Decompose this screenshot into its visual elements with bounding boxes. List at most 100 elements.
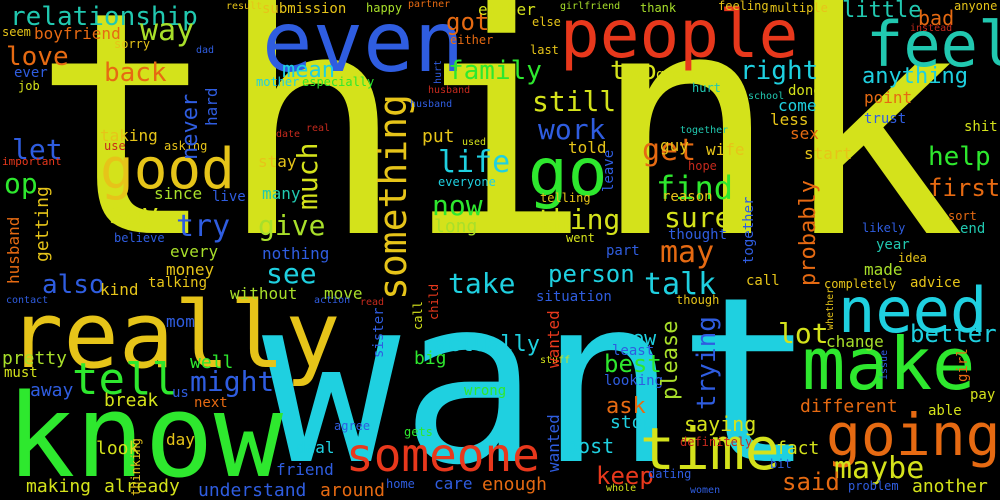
word-went: went [566,231,595,245]
word-kind: kind [100,280,139,299]
word-tell: tell [72,354,178,405]
word-enough: enough [482,474,548,495]
word-point: point [864,88,913,107]
word-someone: someone [346,428,540,482]
word-sort: sort [948,209,977,223]
word-best: best [604,350,662,378]
word-happy: happy [366,1,403,15]
word-next: next [194,395,228,411]
word-work: work [538,113,606,146]
word-nothing: nothing [262,244,330,263]
word-boyfriend: boyfriend [34,24,121,43]
word-anything: anything [862,64,968,89]
word-guy: guy [660,136,689,155]
word-since: since [154,184,203,203]
word-call: call [746,273,780,289]
word-thought: thought [668,227,728,243]
word-saying: saying [684,412,757,436]
word-time: time [640,415,780,483]
word-place: husband [410,99,453,110]
word-husband: husband [4,216,23,284]
word-now: now [432,189,483,222]
word-reason: reason [662,189,713,205]
word-something: something [371,94,415,300]
word-wife: wife [706,140,745,159]
word-last: last [530,43,559,57]
word-got: got [446,8,490,36]
word-partner: partner [408,0,451,10]
word-idea: idea [898,251,927,265]
word-hurt: hurt [692,81,721,95]
word-mother: mother [256,75,300,89]
word-feeling: feeling [718,0,769,13]
word-sure: sure [664,201,732,234]
word-less: less [770,110,809,129]
word-believe: believe [114,231,165,245]
word-still: still [532,85,617,118]
word-little: little [842,0,922,23]
word-dating: dating [648,467,692,481]
word-might: might [190,365,275,398]
word-right: right [740,56,819,86]
word-good: good [100,137,235,202]
word-able: able [928,403,962,419]
word-want: want [262,249,816,500]
word-bit: bit [770,457,792,471]
word-sex: sex [790,124,819,143]
word-post: post [566,434,615,458]
word-looking: looking [604,373,664,389]
word-start: start [804,144,853,163]
word-love: love [6,42,69,72]
word-gets: gets [404,425,433,439]
word-fuck: husband [428,85,471,96]
word-likely: likely [862,221,906,235]
word-shit: shit [964,119,998,135]
word-trying: trying [692,316,722,410]
word-every: every [170,242,219,261]
word-another: another [912,476,988,497]
word-try: try [176,209,231,244]
word-submission: submission [262,1,347,17]
word-girl: girl [955,348,971,382]
word-think: think [32,0,966,307]
word-long: long [434,216,478,237]
word-really: really [8,282,341,389]
word-definitely: definitely [680,435,753,449]
word-person: person [548,260,635,288]
word-family: family [448,56,542,86]
word-whole: whole [606,483,637,494]
word-multiple: multiple [770,1,828,15]
word-life: life [438,145,511,180]
word-get: get [642,133,697,168]
word-stuff: stuff [540,355,571,366]
word-back: back [104,58,167,88]
word-together: together [741,196,757,264]
word-many: many [262,184,301,203]
word-let: let [12,133,63,166]
word-everyone: everyone [438,175,496,189]
word-probably: probably [796,180,821,286]
word-live: live [212,189,246,205]
word-first: first [928,174,1000,202]
word-relationship: relationship [10,2,198,32]
word-year: year [876,237,910,253]
word-please: please [658,320,683,400]
word-hope: hope [688,159,717,173]
word-else: else [532,15,561,29]
word-must: must [4,365,38,381]
word-result: result [226,1,263,12]
word-action: action [314,295,351,306]
word-support: together [680,125,729,136]
word-sorry: sorry [114,37,151,51]
word-keep: keep [596,462,654,490]
word-real: real [306,123,331,134]
word-whether: whether [825,287,836,330]
word-fact: fact [776,438,820,459]
word-without: without [230,284,298,303]
word-getting: getting [32,186,53,262]
word-job: job [18,79,40,93]
word-us: us [172,385,189,401]
word-around: around [320,480,386,500]
word-issue: issue [879,349,890,380]
word-problem: problem [848,479,899,493]
